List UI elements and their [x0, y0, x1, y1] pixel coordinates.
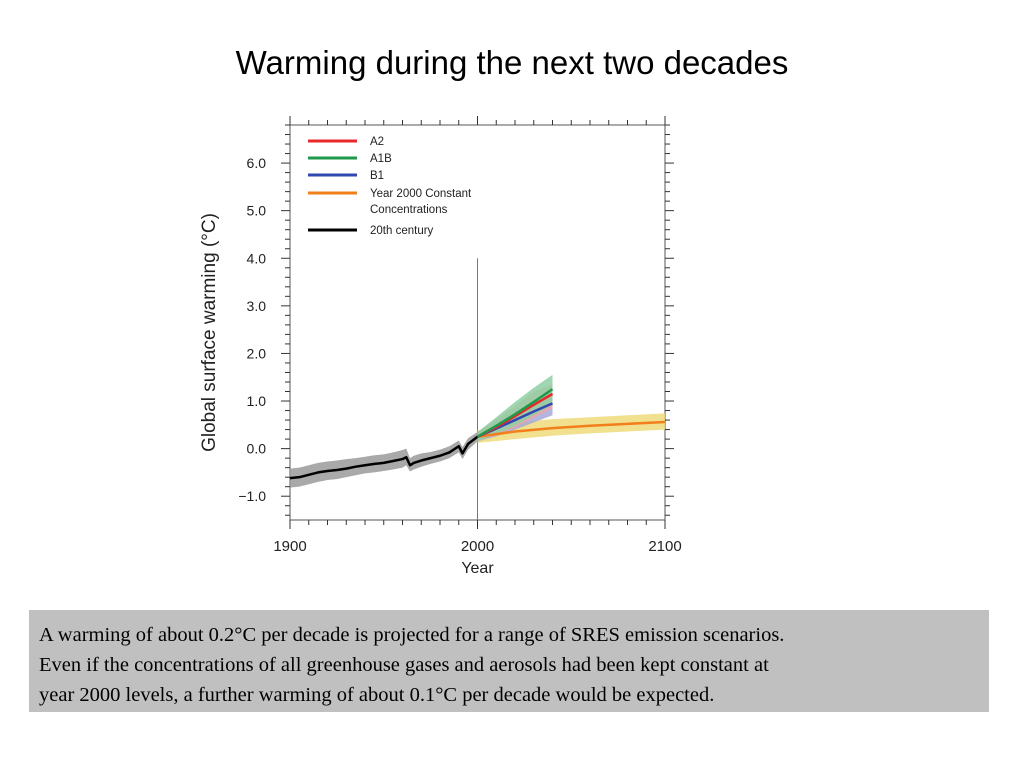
caption-line-1: A warming of about 0.2°C per decade is p…: [39, 624, 785, 646]
slide-title: Warming during the next two decades: [235, 44, 789, 81]
caption-line-2: Even if the concentrations of all greenh…: [39, 654, 769, 676]
y-tick-label: −1.0: [238, 488, 266, 504]
legend-label: Year 2000 Constant: [370, 188, 472, 200]
y-tick-label: 0.0: [247, 441, 267, 457]
x-tick-label: 1900: [273, 538, 306, 555]
legend-label: A2: [370, 136, 384, 148]
y-tick-label: 1.0: [247, 393, 267, 409]
series-line-a1b: [476, 388, 554, 438]
y-tick-label: 2.0: [247, 345, 267, 361]
series-line-year-2000-constant-concentrations: [477, 420, 666, 438]
legend-label: 20th century: [370, 225, 434, 237]
chart-svg: −1.0 0.0 1.0 2.0 3.0 4.0 5.0 6.0 1900 2000 2100 Yea…: [199, 116, 682, 577]
caption-box: A warming of about 0.2°C per decade is p…: [29, 610, 989, 712]
band-20th-century: [290, 431, 478, 488]
x-axis-label: Year: [461, 560, 494, 577]
y-axis-label: Global surface warming (°C): [199, 213, 220, 452]
legend-label: B1: [370, 170, 384, 182]
chart: −1.0 0.0 1.0 2.0 3.0 4.0 5.0 6.0 1900 2000 2100 Yea…: [180, 100, 720, 590]
y-tick-label: 4.0: [247, 250, 267, 266]
caption-line-3: year 2000 levels, a further warming of a…: [39, 684, 715, 706]
y-tick-label: 6.0: [247, 155, 267, 171]
series-line-20th-century: [289, 435, 479, 480]
legend-label: Concentrations: [370, 204, 448, 216]
legend-label: A1B: [370, 153, 392, 165]
y-tick-label: 5.0: [247, 203, 267, 219]
y-tick-label: 3.0: [247, 298, 267, 314]
x-tick-label: 2000: [461, 538, 494, 555]
x-tick-label: 2100: [648, 538, 681, 555]
